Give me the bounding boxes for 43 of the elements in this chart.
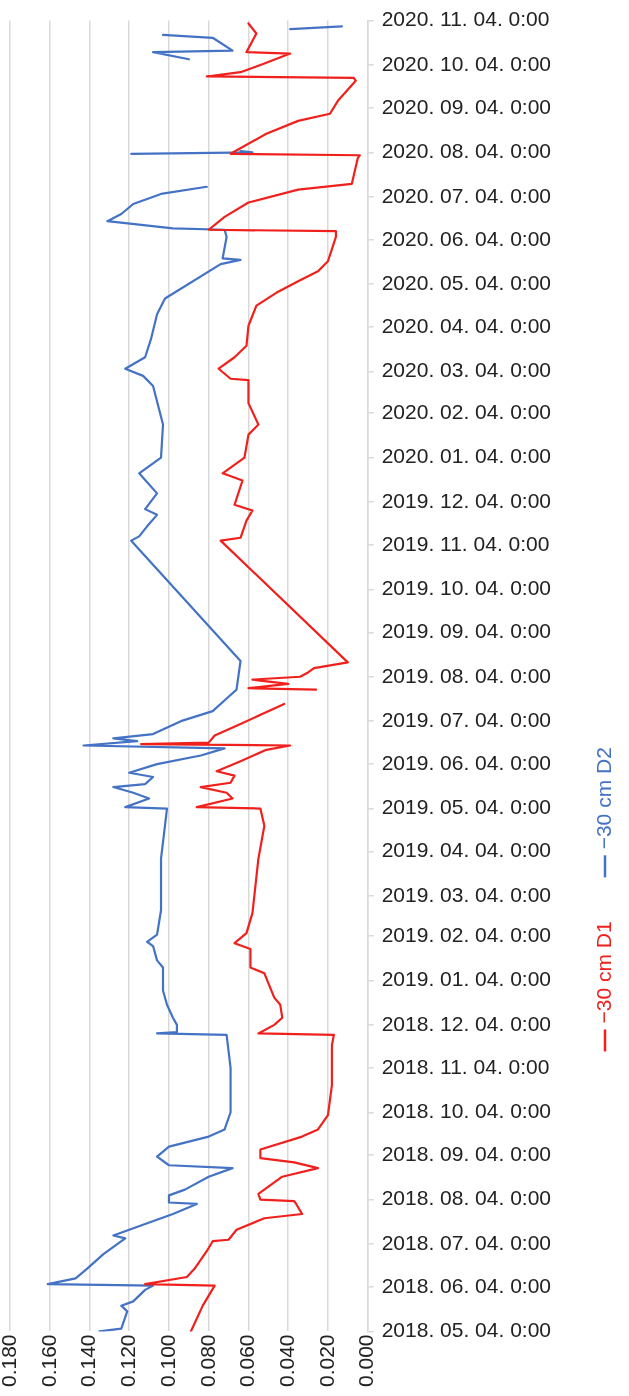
y-tick-label: 2020. 01. 04. 0:00 — [381, 444, 551, 468]
y-tick-label: 2018. 09. 04. 0:00 — [381, 1142, 551, 1166]
x-tick-label: 0.140 — [76, 1334, 100, 1388]
y-tick-label: 2019. 04. 04. 0:00 — [381, 838, 551, 862]
x-tick-label: 0.120 — [116, 1334, 140, 1388]
y-tick-label: 2020. 05. 04. 0:00 — [381, 271, 551, 294]
y-tick-label: 2020. 03. 04. 0:00 — [381, 358, 551, 382]
y-tick-label: 2018. 11. 04. 0:00 — [381, 1054, 550, 1078]
y-tick-label: 2019. 11. 04. 0:00 — [381, 531, 550, 555]
y-tick-label: 2020. 04. 04. 0:00 — [381, 313, 551, 337]
y-tick-label: 2020. 07. 04. 0:00 — [381, 183, 551, 207]
y-tick-label: 2019. 12. 04. 0:00 — [381, 488, 551, 512]
y-tick-label: 2020. 09. 04. 0:00 — [381, 94, 551, 118]
y-tick-label: 2020. 02. 04. 0:00 — [381, 399, 551, 423]
y-tick-label: 2018. 10. 04. 0:00 — [381, 1099, 551, 1123]
y-tick-label: 2020. 10. 04. 0:00 — [381, 51, 551, 75]
y-tick-label: 2018. 08. 04. 0:00 — [381, 1186, 551, 1210]
y-tick-label: 2020. 08. 04. 0:00 — [381, 139, 551, 163]
x-tick-label: 0.080 — [195, 1334, 219, 1388]
y-tick-label: 2019. 08. 04. 0:00 — [381, 663, 551, 687]
y-tick-label: 2018. 07. 04. 0:00 — [381, 1230, 551, 1254]
y-tick-label: 2019. 02. 04. 0:00 — [381, 922, 551, 946]
y-tick-label: 2019. 01. 04. 0:00 — [381, 967, 551, 991]
y-tick-label: 2018. 12. 04. 0:00 — [381, 1011, 551, 1035]
y-tick-label: 2019. 09. 04. 0:00 — [381, 619, 551, 643]
x-tick-label: 0.040 — [275, 1334, 298, 1388]
y-tick-label: 2020. 06. 04. 0:00 — [381, 226, 551, 250]
y-tick-label: 2019. 03. 04. 0:00 — [381, 882, 551, 906]
y-tick-label: 2018. 06. 04. 0:00 — [381, 1273, 551, 1297]
y-tick-label: 2019. 07. 04. 0:00 — [381, 707, 551, 731]
x-tick-label: 0.060 — [235, 1334, 259, 1388]
y-tick-label: 2020. 11. 04. 0:00 — [381, 7, 550, 31]
y-tick-label: 2018. 05. 04. 0:00 — [381, 1318, 551, 1342]
x-tick-label: 0.000 — [354, 1334, 378, 1388]
text: −30 cm D1 — [591, 921, 615, 1024]
text: −30 cm D2 — [591, 747, 615, 850]
y-tick-label: 2019. 06. 04. 0:00 — [381, 750, 551, 774]
x-tick-label: 0.020 — [314, 1334, 338, 1388]
x-tick-label: 0.180 — [0, 1334, 20, 1388]
y-tick-label: 2019. 10. 04. 0:00 — [381, 576, 551, 600]
y-tick-label: 2019. 05. 04. 0:00 — [381, 795, 551, 819]
x-tick-label: 0.100 — [155, 1334, 179, 1388]
x-tick-label: 0.160 — [36, 1334, 60, 1388]
